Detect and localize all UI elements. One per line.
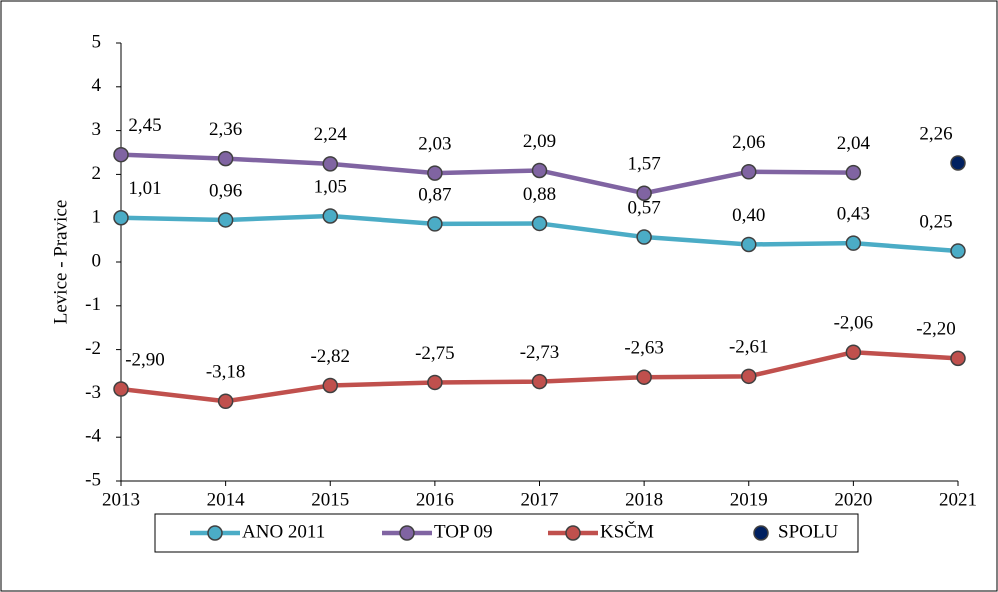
data-point <box>113 381 129 397</box>
data-point <box>217 212 234 228</box>
data-point <box>427 216 443 232</box>
data-point <box>322 377 338 394</box>
data-point <box>322 208 338 224</box>
data-point <box>427 165 443 181</box>
data-label: 2,06 <box>732 132 765 153</box>
x-tick-label: 2013 <box>102 489 140 510</box>
data-point <box>531 215 548 232</box>
data-label: 2,26 <box>919 123 952 144</box>
data-label: 2,24 <box>314 124 348 145</box>
data-point <box>950 243 966 259</box>
y-tick-label: 4 <box>92 75 102 96</box>
data-point <box>217 393 234 410</box>
y-tick-label: 5 <box>92 31 102 52</box>
data-point <box>950 155 966 171</box>
y-tick-label: -5 <box>85 469 101 490</box>
data-label: -2,63 <box>624 338 664 359</box>
legend-marker <box>207 525 223 541</box>
x-tick-label: 2019 <box>730 489 768 510</box>
data-point <box>636 369 652 385</box>
data-label: 0,25 <box>919 211 952 232</box>
data-point <box>741 164 757 180</box>
data-point <box>741 236 757 253</box>
data-point <box>845 164 862 181</box>
y-tick-label: 1 <box>92 207 102 228</box>
data-label: 2,36 <box>209 119 242 140</box>
data-label: 0,40 <box>732 205 765 226</box>
data-point <box>531 373 548 390</box>
legend-label: SPOLU <box>778 521 838 542</box>
legend-marker <box>399 525 415 541</box>
y-tick-label: 0 <box>92 250 102 271</box>
x-tick-label: 2017 <box>521 489 559 510</box>
data-label: 2,09 <box>523 131 556 152</box>
x-tick-label: 2018 <box>625 489 663 510</box>
legend-label: TOP 09 <box>434 521 493 542</box>
y-tick-label: -4 <box>85 426 101 447</box>
x-tick-label: 2016 <box>416 489 454 510</box>
y-axis-label: Levice - Pravice <box>50 200 71 324</box>
data-label: -2,82 <box>310 346 350 367</box>
data-label: 0,96 <box>209 180 242 201</box>
data-point <box>113 146 129 163</box>
data-label: 0,43 <box>837 204 870 225</box>
data-point <box>113 210 129 226</box>
data-label: -2,73 <box>520 342 560 363</box>
x-tick-label: 2020 <box>834 489 872 510</box>
y-tick-label: 2 <box>92 163 102 184</box>
x-tick-label: 2021 <box>939 489 977 510</box>
data-label: 0,87 <box>418 184 451 205</box>
legend-marker <box>565 525 581 541</box>
data-label: -2,61 <box>729 337 769 358</box>
data-point <box>636 185 652 201</box>
data-label: -3,18 <box>206 362 246 383</box>
data-label: 1,57 <box>628 154 661 175</box>
data-point <box>845 235 862 251</box>
legend-label: ANO 2011 <box>242 521 325 542</box>
x-tick-label: 2015 <box>311 489 349 510</box>
y-tick-label: -1 <box>85 294 101 315</box>
data-label: -2,20 <box>916 319 956 340</box>
series-line <box>120 152 854 196</box>
data-point <box>845 344 862 360</box>
y-tick-label: 3 <box>92 119 102 140</box>
x-tick-label: 2014 <box>207 489 246 510</box>
data-point <box>636 229 652 245</box>
y-tick-label: -3 <box>85 382 101 403</box>
legend-label: KSČM <box>600 520 654 542</box>
data-label: -2,90 <box>125 349 165 370</box>
data-label: -2,06 <box>834 313 874 334</box>
legend-box <box>154 513 859 553</box>
legend-marker <box>753 525 769 541</box>
data-label: 2,04 <box>837 133 871 154</box>
data-point <box>741 368 757 385</box>
data-label: 0,57 <box>628 197 661 218</box>
data-point <box>217 150 234 167</box>
data-point <box>950 350 966 367</box>
y-tick-label: -2 <box>85 338 101 359</box>
data-label: 2,03 <box>418 133 451 154</box>
data-label: 1,05 <box>314 176 347 197</box>
data-label: -2,75 <box>415 343 455 364</box>
data-point <box>322 156 338 172</box>
data-point <box>427 374 443 391</box>
data-label: 2,45 <box>128 115 161 136</box>
data-label: 1,01 <box>128 178 161 199</box>
data-label: 0,88 <box>523 184 556 205</box>
data-point <box>531 162 548 179</box>
